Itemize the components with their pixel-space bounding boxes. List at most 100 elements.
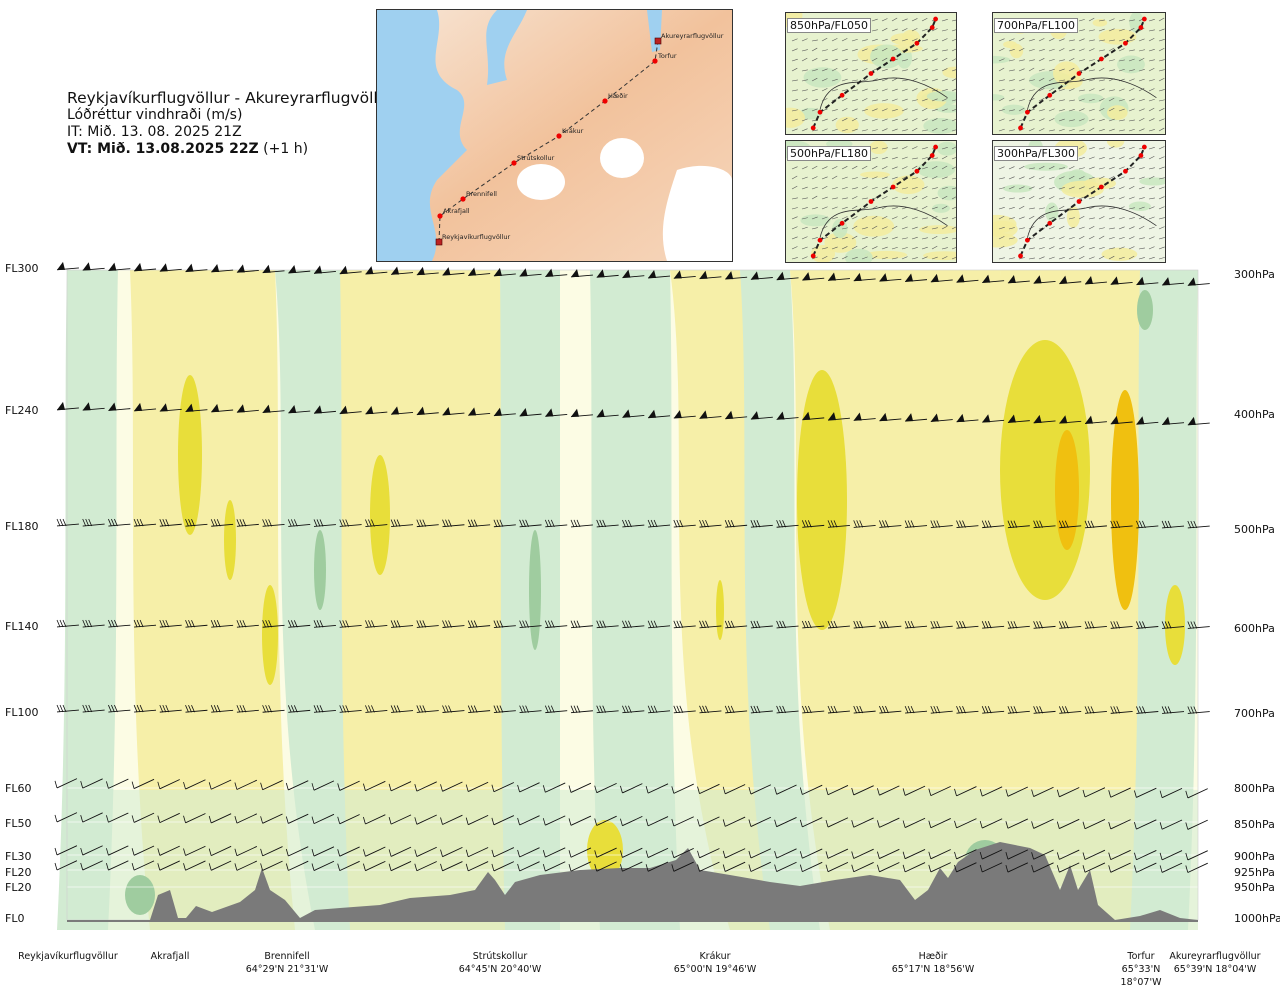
wind-barb [391,266,414,275]
wind-barb [802,272,825,281]
inset-wind-barb [1028,59,1035,62]
inset-wind-barb [831,48,838,52]
inset-wind-barb [1008,227,1015,230]
wind-barb [106,778,129,789]
inset-wind-barb [791,257,798,260]
wind-barb [183,813,206,824]
inset-wind-barb [791,58,798,62]
wind-barb [416,266,439,276]
inset-wind-barb [1108,146,1115,150]
inset-wind-barb [921,196,928,200]
inset-wind-barb [1048,186,1055,190]
wind-barb [542,861,566,872]
inset-wind-barb [951,257,956,260]
inset-wind-barb [1118,129,1125,132]
inset-wind-barb [1068,109,1075,112]
wind-barb [1031,849,1054,860]
inset-wind-barb [1108,89,1115,92]
wind-barb [363,814,386,825]
wind-barb [774,848,797,859]
wind-barb [645,783,669,794]
wind-barb [365,705,388,713]
inset-wind-barb [1128,177,1135,180]
inset-wind-barb [1158,226,1165,230]
field-core [1111,390,1139,610]
wind-barb [799,848,823,859]
inset-wind-barb [1098,227,1105,230]
inset-wind-barb [841,108,848,112]
inset-wind-barb [1148,88,1155,92]
inset-wind-barb [911,165,918,170]
inset-wind-barb [921,237,928,240]
inset-wind-barb [1008,129,1015,132]
inset-wind-barb [1148,206,1155,210]
wind-barb [1033,520,1056,529]
inset-wind-barb [811,129,818,132]
inset-wind-barb [1048,226,1055,230]
inset-wind-barb [1148,197,1155,200]
inset-wind-barb [841,89,848,92]
wind-barb [440,861,463,872]
wind-barb [440,814,463,825]
inset-wind-barb [851,59,858,62]
inset-wind-barb [891,17,898,22]
wind-barb [157,860,180,871]
inset-wind-barb [881,128,888,132]
wind-barb [1108,849,1131,861]
wind-barb [337,814,360,825]
inset-wind-barb [1148,37,1155,42]
inset-wind-barb [1088,69,1095,72]
inset-wind-barb [998,197,1005,200]
inset-route-line [812,146,937,257]
inset-route-point [1138,153,1144,158]
inset-wind-barb [1068,236,1075,240]
inset-wind-barb [861,109,868,112]
wind-barb [622,620,645,629]
inset-wind-patch [993,94,1005,101]
wind-barb [1108,787,1131,798]
cross-section-chart [54,261,1210,930]
inset-wind-barb [1038,196,1045,200]
wind-barb [827,272,850,281]
wind-barb [570,620,593,629]
wind-barb [801,620,825,629]
inset-wind-barb [861,88,868,92]
inset-wind-barb [801,38,808,42]
inset-wind-barb [821,88,828,92]
inset-wind-barb [921,205,928,210]
wind-barb [799,784,823,795]
wind-barbs [54,261,1210,873]
inset-wind-barb [931,165,938,170]
inset-wind-barb [831,89,838,92]
inset-wind-barb [1098,19,1105,22]
inset-wind-barb [901,256,908,260]
inset-wind-barb [1118,156,1125,160]
inset-wind-barb [951,187,956,190]
inset-wind-barb [1158,69,1165,72]
wind-barb [722,848,746,859]
inset-wind-barb [1148,186,1155,190]
inset-wind-barb [1028,128,1035,132]
inset-wind-barb [1128,49,1135,52]
inset-wind-barb [1088,235,1095,240]
inset-wind-barb [841,118,848,122]
wind-barb [339,705,362,713]
inset-wind-barb [1108,247,1115,250]
inset-wind-barb [1018,37,1025,42]
route-point-marker [437,213,443,219]
wind-barb [131,860,155,871]
wind-barb [414,861,437,872]
fl-label-300: FL300 [5,262,39,275]
inset-wind-barb [1128,226,1135,230]
inset-wind-barb [951,247,956,250]
inset-wind-barb [1068,99,1075,102]
inset-wind-barb [1008,38,1015,42]
inset-map-500: 500hPa/FL180 [785,140,957,263]
waypoint-brennifell: Brennifell 64°29'N 21°31'W [232,950,342,976]
inset-wind-patch [1077,93,1104,104]
inset-wind-barb [891,176,898,180]
wind-barb [491,847,515,858]
inset-wind-barb [1078,157,1085,160]
inset-wind-barb [1158,146,1165,150]
fjord [486,10,527,85]
